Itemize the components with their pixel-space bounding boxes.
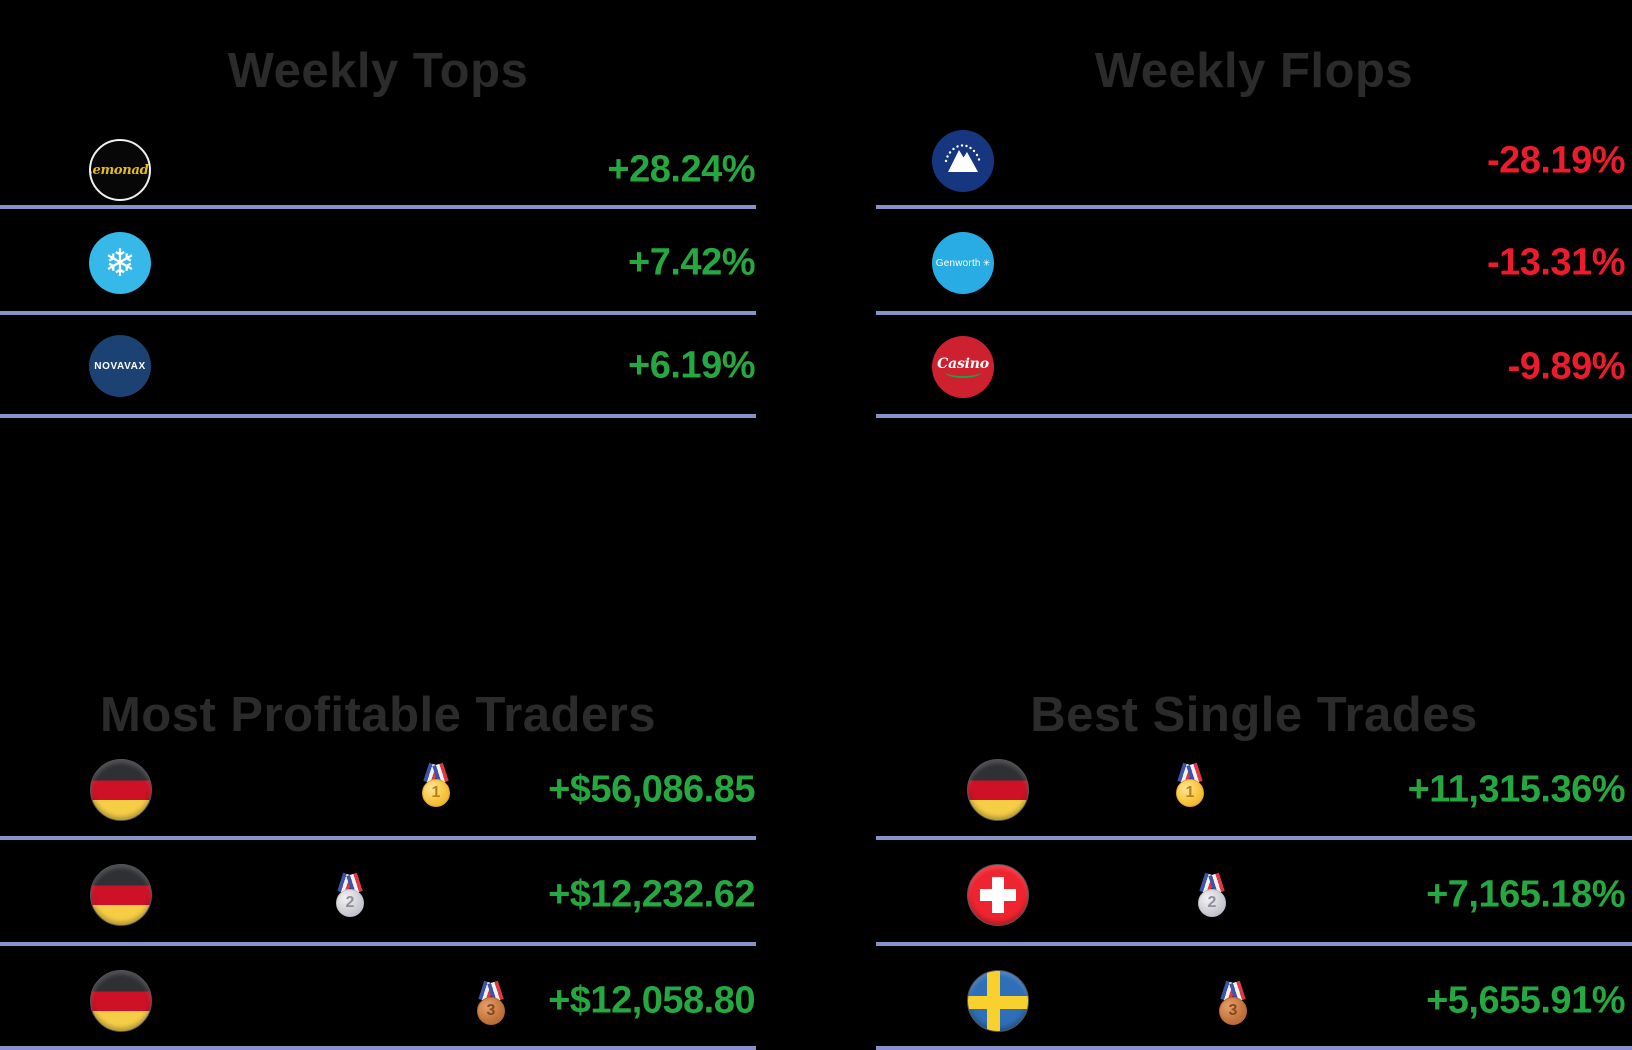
novavax-logo-text: NOVAVAX <box>94 360 146 372</box>
medal-rank: 1 <box>1176 779 1204 807</box>
row-separator <box>0 205 756 209</box>
snowflake-logo-icon: ❄ <box>89 232 151 294</box>
paramount-logo-icon <box>932 130 994 192</box>
change-value: -9.89% <box>1507 345 1626 388</box>
row-separator <box>0 942 756 946</box>
change-value: -28.19% <box>1486 139 1626 182</box>
casino-logo-text: Casino <box>937 356 989 372</box>
casino-underline <box>944 371 981 378</box>
paramount-mountain-icon <box>944 144 981 172</box>
medal-rank: 3 <box>1219 997 1247 1025</box>
section-title: Weekly Flops <box>1094 43 1414 98</box>
casino-logo-icon: Casino <box>932 336 994 398</box>
nordic-cross <box>968 996 1028 1009</box>
gain-value: +11,315.36% <box>1407 768 1626 811</box>
silver-medal-icon: 2 <box>332 872 368 919</box>
medal-rank: 3 <box>477 997 505 1025</box>
gain-value: +7,165.18% <box>1426 873 1625 916</box>
section-title: Best Single Trades <box>1030 687 1478 742</box>
section-title: Weekly Tops <box>227 43 529 98</box>
gold-medal-icon: 1 <box>418 762 454 809</box>
change-value: +6.19% <box>628 344 755 387</box>
medal-rank: 1 <box>422 779 450 807</box>
sweden-flag-icon <box>967 970 1029 1032</box>
swiss-cross <box>980 889 1016 901</box>
gold-medal-icon: 1 <box>1172 762 1208 809</box>
casino-logo-inner: Casino <box>937 356 989 378</box>
row-separator <box>0 1046 756 1050</box>
profit-value: +$56,086.85 <box>548 768 755 811</box>
gain-value: +5,655.91% <box>1426 979 1625 1022</box>
lemonade-logo-text: Lemonade <box>91 162 149 178</box>
change-value: -13.31% <box>1486 241 1626 284</box>
row-separator <box>876 205 1632 209</box>
row-separator <box>876 1046 1632 1050</box>
section-title: Most Profitable Traders <box>99 687 657 742</box>
germany-flag-icon <box>90 759 152 821</box>
row-separator <box>876 836 1632 840</box>
germany-flag-icon <box>967 759 1029 821</box>
medal-rank: 2 <box>1198 889 1226 917</box>
novavax-logo-icon: NOVAVAX <box>89 335 151 397</box>
snowflake-glyph-icon: ❄ <box>104 241 136 285</box>
silver-medal-icon: 2 <box>1194 872 1230 919</box>
bronze-medal-icon: 3 <box>1215 980 1251 1027</box>
genworth-pinwheel-icon: ✳ <box>982 257 991 268</box>
change-value: +28.24% <box>607 148 755 191</box>
lemonade-logo-icon: Lemonade <box>89 139 151 201</box>
genworth-logo-icon: Genworth ✳ <box>932 232 994 294</box>
change-value: +7.42% <box>628 241 755 284</box>
row-separator <box>0 414 756 418</box>
profit-value: +$12,058.80 <box>548 979 755 1022</box>
row-separator <box>876 311 1632 315</box>
medal-rank: 2 <box>336 889 364 917</box>
row-separator <box>876 942 1632 946</box>
switzerland-flag-icon <box>967 864 1029 926</box>
germany-flag-icon <box>90 864 152 926</box>
profit-value: +$12,232.62 <box>548 873 755 916</box>
genworth-logo-text: Genworth <box>935 257 981 269</box>
germany-flag-icon <box>90 970 152 1032</box>
row-separator <box>876 414 1632 418</box>
bronze-medal-icon: 3 <box>473 980 509 1027</box>
row-separator <box>0 836 756 840</box>
row-separator <box>0 311 756 315</box>
